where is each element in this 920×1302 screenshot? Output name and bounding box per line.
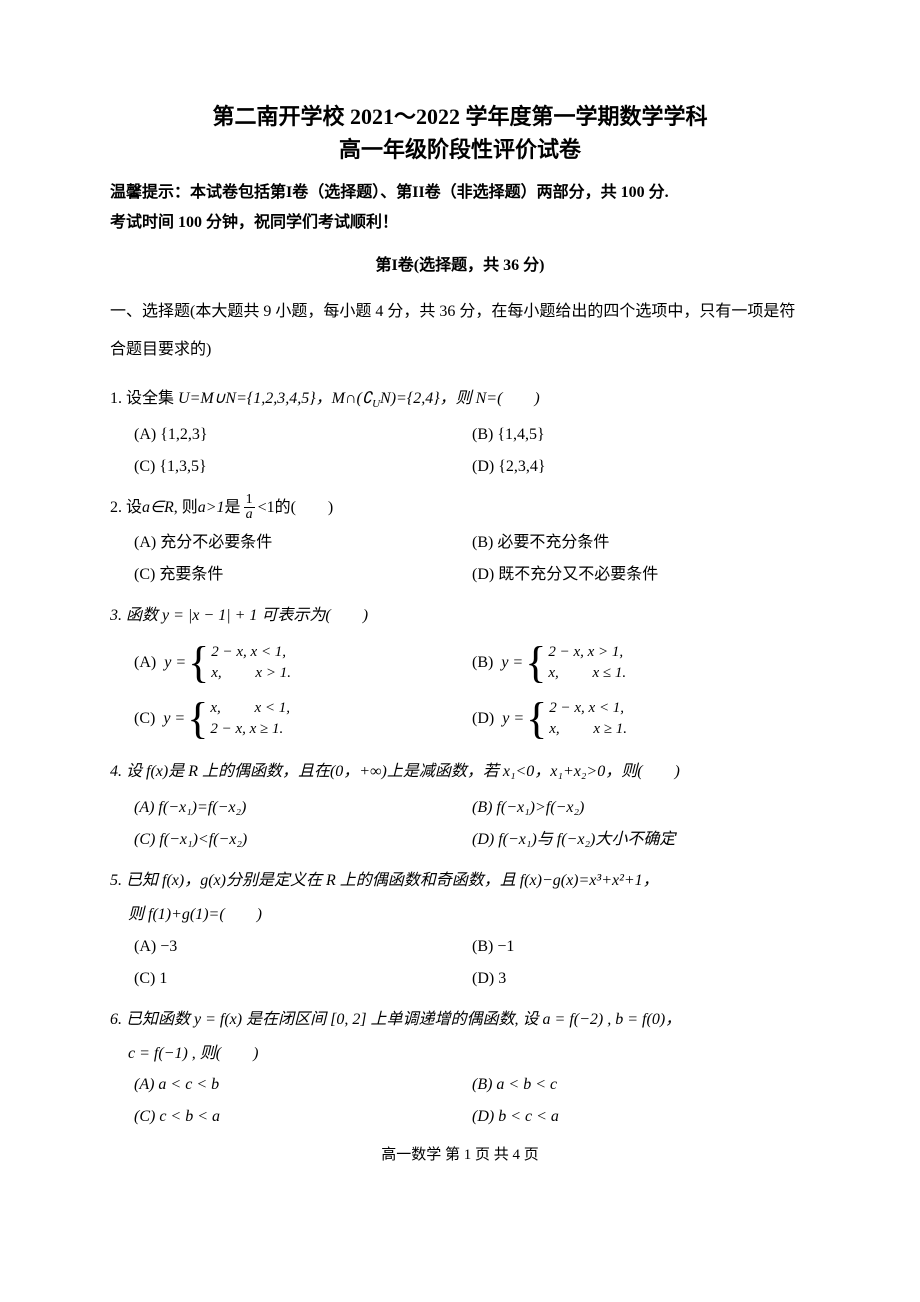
q3-A-case2: x, x > 1. [211, 663, 291, 684]
q1-optB: (B) {1,4,5} [472, 419, 810, 451]
brace-icon: { [187, 697, 208, 741]
q6-optD: (D) b < c < a [472, 1101, 810, 1133]
question-3: 3. 函数 y = |x − 1| + 1 可表示为( ) (A) y = { … [110, 601, 810, 747]
q2-mid2: , 则 [174, 499, 198, 516]
page-footer: 高一数学 第 1 页 共 4 页 [110, 1143, 810, 1164]
q3-optA: (A) y = { 2 − x, x < 1, x, x > 1. [134, 635, 472, 691]
q2-fraction: 1a [244, 493, 255, 522]
q3-B-case1: 2 − x, x > 1, [548, 642, 626, 663]
q2-frac-den: a [244, 508, 255, 522]
q2-frac-num: 1 [244, 493, 255, 508]
q3-prefixC: y = [163, 703, 185, 735]
q6-stem1: 6. 已知函数 y = f(x) 是在闭区间 [0, 2] 上单调递增的偶函数,… [110, 1005, 810, 1035]
q6-optC: (C) c < b < a [134, 1101, 472, 1133]
q4-optD: (D) f(−x₁)与 f(−x₂)大小不确定 [472, 824, 810, 856]
q2-optC: (C) 充要条件 [134, 559, 472, 591]
q3-optC: (C) y = { x, x < 1, 2 − x, x ≥ 1. [134, 691, 472, 747]
title-line2: 高一年级阶段性评价试卷 [110, 133, 810, 166]
q4-stem: 4. 设 f(x)是 R 上的偶函数，且在(0，+∞)上是减函数，若 x₁<0，… [110, 757, 810, 787]
q3-optD: (D) y = { 2 − x, x < 1, x, x ≥ 1. [472, 691, 810, 747]
tip-line1: 温馨提示：本试卷包括第I卷（选择题）、第II卷（非选择题）两部分，共 100 分… [110, 178, 810, 208]
q3-C-case1: x, x < 1, [210, 698, 290, 719]
q1-stem-sub: U [372, 398, 380, 410]
q1-optA: (A) {1,2,3} [134, 419, 472, 451]
question-1: 1. 设全集 U=M∪N={1,2,3,4,5}，M∩(∁UN)={2,4}，则… [110, 384, 810, 483]
q3-labA: (A) [134, 647, 156, 679]
q2-prefix: 2. 设 [110, 499, 142, 516]
q1-stem-math2: N)={2,4}，则 N=( ) [380, 390, 540, 407]
q1-stem-prefix: 1. 设全集 [110, 390, 178, 407]
q5-optA: (A) −3 [134, 931, 472, 963]
q3-labB: (B) [472, 647, 493, 679]
brace-icon: { [525, 641, 546, 685]
q6-optA: (A) a < c < b [134, 1069, 472, 1101]
brace-icon: { [188, 641, 209, 685]
brace-icon: { [526, 697, 547, 741]
title-line1: 第二南开学校 2021～2022 学年度第一学期数学学科 [110, 100, 810, 133]
q1-stem-math: U=M∪N={1,2,3,4,5}，M∩(∁ [178, 390, 372, 407]
q2-optB: (B) 必要不充分条件 [472, 527, 810, 559]
q3-prefixB: y = [501, 647, 523, 679]
q3-labC: (C) [134, 703, 155, 735]
q5-optD: (D) 3 [472, 963, 810, 995]
q4-optA: (A) f(−x₁)=f(−x₂) [134, 792, 472, 824]
q5-optB: (B) −1 [472, 931, 810, 963]
q3-prefixA: y = [164, 647, 186, 679]
q4-optC: (C) f(−x₁)<f(−x₂) [134, 824, 472, 856]
q6-optB: (B) a < b < c [472, 1069, 810, 1101]
question-6: 6. 已知函数 y = f(x) 是在闭区间 [0, 2] 上单调递增的偶函数,… [110, 1005, 810, 1134]
q2-mid3: a>1 [198, 499, 225, 516]
q2-mid4: 是 [225, 499, 241, 516]
q3-optB: (B) y = { 2 − x, x > 1, x, x ≤ 1. [472, 635, 810, 691]
section-desc: 一、选择题(本大题共 9 小题，每小题 4 分，共 36 分，在每小题给出的四个… [110, 293, 810, 370]
q3-D-case1: 2 − x, x < 1, [549, 698, 627, 719]
q3-labD: (D) [472, 703, 494, 735]
question-5: 5. 已知 f(x)，g(x)分别是定义在 R 上的偶函数和奇函数，且 f(x)… [110, 866, 810, 995]
tip-line2: 考试时间 100 分钟，祝同学们考试顺利！ [110, 208, 810, 238]
question-2: 2. 设a∈R, 则a>1是1a<1的( ) (A) 充分不必要条件 (B) 必… [110, 493, 810, 591]
q2-mid1: a∈R [142, 499, 174, 516]
q6-stem2: c = f(−1) , 则( ) [110, 1039, 810, 1069]
q5-stem1: 5. 已知 f(x)，g(x)分别是定义在 R 上的偶函数和奇函数，且 f(x)… [110, 866, 810, 896]
q3-prefixD: y = [502, 703, 524, 735]
q2-optD: (D) 既不充分又不必要条件 [472, 559, 810, 591]
q3-A-case1: 2 − x, x < 1, [211, 642, 291, 663]
section-header: 第I卷(选择题，共 36 分) [110, 251, 810, 275]
question-4: 4. 设 f(x)是 R 上的偶函数，且在(0，+∞)上是减函数，若 x₁<0，… [110, 757, 810, 855]
q3-C-case2: 2 − x, x ≥ 1. [210, 719, 290, 740]
q1-optC: (C) {1,3,5} [134, 451, 472, 483]
q5-optC: (C) 1 [134, 963, 472, 995]
q3-D-case2: x, x ≥ 1. [549, 719, 627, 740]
q3-B-case2: x, x ≤ 1. [548, 663, 626, 684]
q1-optD: (D) {2,3,4} [472, 451, 810, 483]
q5-stem2: 则 f(1)+g(1)=( ) [110, 900, 810, 930]
q2-optA: (A) 充分不必要条件 [134, 527, 472, 559]
q4-optB: (B) f(−x₁)>f(−x₂) [472, 792, 810, 824]
q3-stem: 3. 函数 y = |x − 1| + 1 可表示为( ) [110, 601, 810, 631]
q2-end: <1的( ) [258, 499, 334, 516]
